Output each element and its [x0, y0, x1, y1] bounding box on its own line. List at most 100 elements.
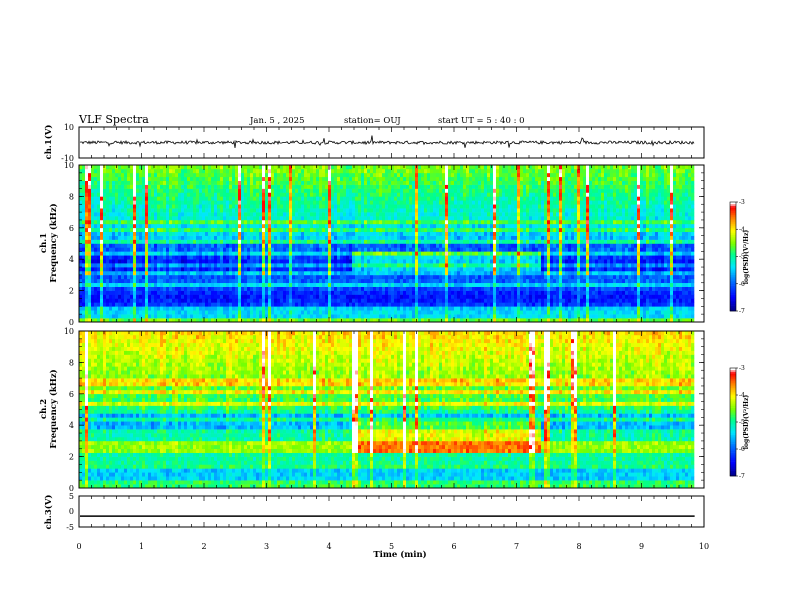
- colorbar-swatch: [730, 307, 736, 310]
- colorbar-swatch: [730, 402, 736, 405]
- colorbar-swatch: [730, 423, 736, 426]
- colorbar-swatch: [730, 409, 736, 412]
- colorbar-swatch: [730, 305, 736, 308]
- colorbar-swatch: [730, 309, 736, 312]
- colorbar-swatch: [730, 241, 736, 245]
- ch3v-ytick-top: 5: [69, 492, 74, 501]
- colorbar-swatch: [730, 436, 736, 439]
- colorbar-swatch: [730, 377, 736, 380]
- ch1v-ylabel: ch.1(V): [43, 125, 54, 160]
- x-tick-label: 5: [389, 542, 394, 551]
- colorbar-swatch: [730, 375, 736, 378]
- colorbar-swatch: [730, 238, 736, 241]
- colorbar-swatch: [730, 294, 736, 297]
- x-tick-label: 9: [639, 542, 644, 551]
- colorbar-swatch: [730, 441, 736, 444]
- colorbar-swatch: [730, 256, 736, 259]
- ch1-spec-ylabel-channel: ch.1: [39, 233, 49, 253]
- colorbar-swatch: [730, 450, 736, 453]
- colorbar-ch1: -3 -4 -5 -6 -7 log(PSD)(V²/Hz): [729, 199, 750, 315]
- spectrogram-ytick-label: 6: [69, 390, 74, 399]
- colorbar-swatch: [730, 398, 736, 401]
- colorbar-swatch: [730, 243, 736, 246]
- ch2-spec-ylabel-channel: ch.2: [39, 399, 49, 419]
- colorbar-swatch: [730, 269, 736, 272]
- colorbar-swatch: [730, 443, 736, 446]
- colorbar-swatch: [730, 229, 736, 232]
- colorbar-swatch: [730, 214, 736, 217]
- colorbar-swatch: [730, 240, 736, 243]
- colorbar-swatch: [730, 220, 736, 223]
- colorbar-swatch: [730, 211, 736, 214]
- colorbar-swatch: [730, 458, 736, 461]
- ch2-spec-ylabel-frequency: Frequency (kHz): [48, 369, 59, 448]
- colorbar-swatch: [730, 440, 736, 443]
- colorbar-swatch: [730, 418, 736, 421]
- colorbar-swatch: [730, 231, 736, 234]
- colorbar-swatch: [730, 447, 736, 450]
- colorbar-swatch: [730, 411, 736, 414]
- colorbar-swatch: [730, 456, 736, 459]
- x-tick-label: 1: [139, 542, 144, 551]
- colorbar-swatch: [730, 427, 736, 430]
- colorbar-swatch: [730, 429, 736, 432]
- colorbar-swatch: [730, 234, 736, 237]
- colorbar-swatch: [730, 254, 736, 257]
- colorbar-swatch: [730, 218, 736, 221]
- colorbar-ch2-label: log(PSD)(V²/Hz): [743, 395, 750, 450]
- colorbar-swatch: [730, 467, 736, 470]
- x-tick-label: 10: [699, 542, 709, 551]
- colorbar-swatch: [730, 416, 736, 419]
- figure-date: Jan. 5 , 2025: [249, 116, 305, 126]
- colorbar-swatch: [730, 413, 736, 416]
- colorbar-swatch: [730, 249, 736, 252]
- colorbar-swatch: [730, 292, 736, 295]
- colorbar-swatch: [730, 474, 736, 477]
- colorbar-tick-label: -3: [739, 365, 745, 372]
- ch1v-ytick-bottom: -10: [61, 154, 74, 163]
- colorbar-swatch: [730, 407, 736, 410]
- colorbar-swatch: [730, 369, 736, 372]
- figure-start-time: start UT = 5 : 40 : 0: [438, 116, 525, 126]
- colorbar-tick-label: -7: [739, 473, 745, 480]
- colorbar-swatch: [730, 438, 736, 441]
- colorbar-tick-label: -4: [739, 226, 745, 233]
- ch1v-ytick-top: 10: [64, 123, 74, 132]
- colorbar-swatch: [730, 465, 736, 468]
- figure-station: station= OUJ: [344, 116, 401, 126]
- colorbar-swatch: [730, 380, 736, 383]
- colorbar-swatch: [730, 303, 736, 306]
- colorbar-swatch: [730, 373, 736, 376]
- spectrogram-ytick-label: 8: [69, 358, 74, 367]
- colorbar-swatch: [730, 232, 736, 235]
- colorbar-swatch: [730, 263, 736, 266]
- colorbar-ch2: -3 -4 -5 -6 -7 log(PSD)(V²/Hz): [729, 365, 750, 480]
- colorbar-swatch: [730, 454, 736, 457]
- colorbar-swatch: [730, 203, 736, 206]
- colorbar-swatch: [730, 280, 736, 283]
- colorbar-swatch: [730, 396, 736, 399]
- colorbar-swatch: [730, 298, 736, 301]
- panel-ch1-spectrogram: 10 8 6 4 2 0 ch.1 Frequency (kHz): [39, 161, 705, 327]
- colorbar-swatch: [730, 300, 736, 303]
- colorbar-swatch: [730, 461, 736, 464]
- colorbar-swatch: [730, 296, 736, 299]
- colorbar-swatch: [730, 207, 736, 210]
- panel-ch1-voltage: 10 -10 ch.1(V): [43, 123, 705, 163]
- colorbar-swatch: [730, 386, 736, 389]
- colorbar-swatch: [730, 227, 736, 230]
- colorbar-swatch: [730, 236, 736, 239]
- colorbar-swatch: [730, 283, 736, 286]
- colorbar-swatch: [730, 260, 736, 263]
- colorbar-swatch: [730, 252, 736, 255]
- colorbar-swatch: [730, 301, 736, 305]
- colorbar-swatch: [730, 422, 736, 425]
- colorbar-ch1-label: log(PSD)(V²/Hz): [743, 230, 750, 285]
- colorbar-swatch: [730, 205, 736, 208]
- panel-ch3-voltage: 5 0 -5 ch.3(V): [43, 492, 705, 532]
- x-tick-label: 4: [326, 542, 331, 551]
- colorbar-swatch: [730, 389, 736, 392]
- colorbar-swatch: [730, 371, 736, 374]
- ch2-spectrogram-heatmap: [79, 331, 695, 489]
